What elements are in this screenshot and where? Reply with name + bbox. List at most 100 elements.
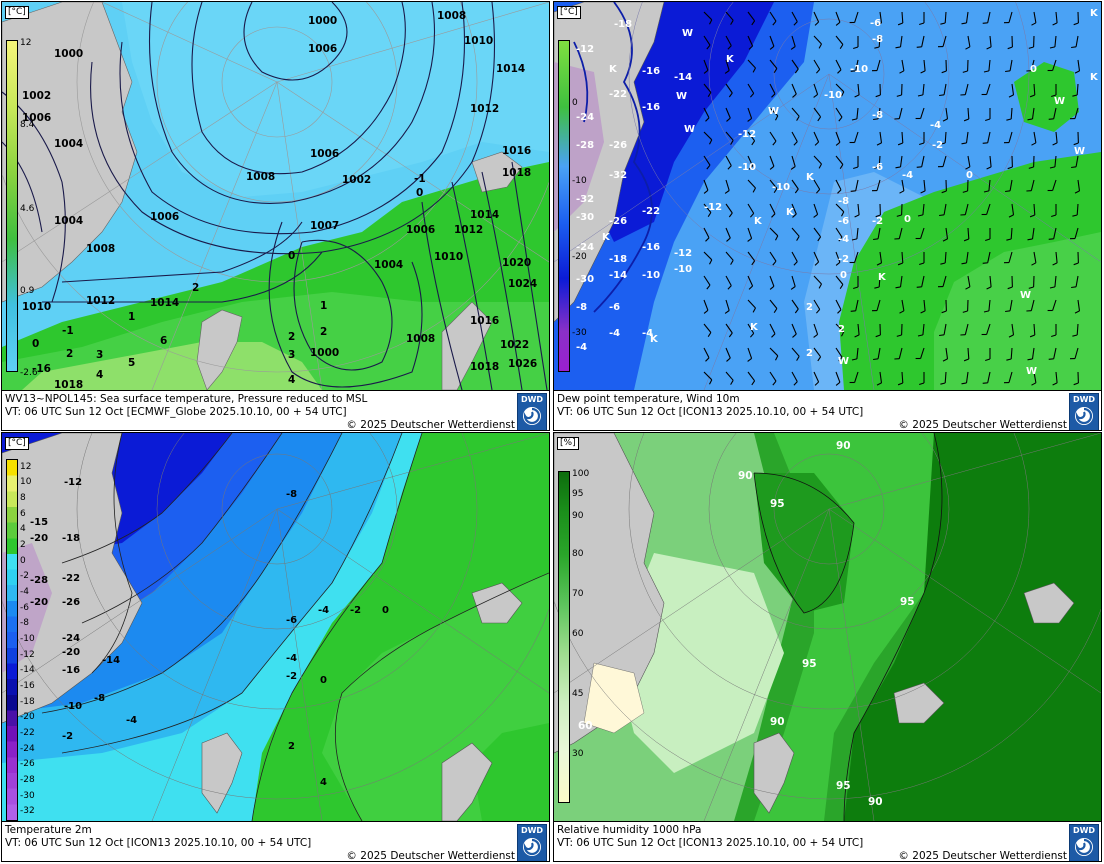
dewpoint-value: -16 — [642, 242, 660, 253]
isobar-label: 1014 — [496, 63, 525, 75]
legend-tick: 0 — [572, 98, 578, 108]
caption-copyright: © 2025 Deutscher Wetterdienst — [898, 419, 1067, 431]
legend-tick: -2 — [20, 571, 29, 582]
wind-marker: W — [1026, 366, 1037, 377]
t2m-value: -14 — [102, 655, 120, 666]
isobar-label: 1010 — [434, 251, 463, 263]
legend-tick: 0 — [20, 555, 26, 566]
isobar-label: 1008 — [437, 10, 466, 22]
dewpoint-value: -14 — [609, 270, 627, 281]
legend-tick: 4.6 — [20, 204, 35, 214]
t2m-value: -20 — [62, 647, 80, 658]
t2m-value: -4 — [318, 605, 329, 616]
dewpoint-value: -4 — [642, 328, 653, 339]
sst-value: 1 — [128, 311, 135, 323]
t2m-value: -20 — [30, 533, 48, 544]
panel-rh: 90 90 95 95 95 90 95 90 60 [%] 100 95 90… — [553, 432, 1102, 862]
wind-marker: K — [1090, 72, 1099, 83]
t2m-value: -20 — [30, 597, 48, 608]
dewpoint-value: 2 — [838, 324, 845, 335]
t2m-value: 2 — [288, 741, 295, 752]
isobar-label: 1020 — [502, 257, 531, 269]
dewpoint-value: -12 — [576, 44, 594, 55]
panel-sst: 1000 1008 1000 1006 1010 1002 1006 1014 … — [1, 1, 550, 431]
wind-marker: K — [786, 207, 795, 218]
legend-tick: 70 — [572, 589, 584, 599]
isobar-label: 1026 — [508, 358, 537, 370]
isobar-label: 1006 — [310, 148, 339, 160]
wind-marker: W — [682, 28, 693, 39]
caption-valid-time: VT: 06 UTC Sun 12 Oct [ICON13 2025.10.10… — [5, 837, 312, 849]
wind-marker: K — [806, 172, 815, 183]
legend-tick: -4 — [20, 587, 29, 598]
dewpoint-value: -10 — [674, 264, 692, 275]
dewpoint-value: -26 — [609, 216, 627, 227]
wind-marker: W — [1054, 96, 1065, 107]
isobar-label: 1004 — [54, 215, 83, 227]
legend-tick: 100 — [572, 469, 590, 479]
dewpoint-value: -4 — [930, 120, 941, 131]
sst-value: 2 — [288, 331, 295, 343]
t2m-value: -10 — [64, 701, 82, 712]
isobar-label: 1008 — [406, 333, 435, 345]
dewpoint-value: -6 — [870, 18, 881, 29]
dewpoint-value: 0 — [966, 170, 973, 181]
wind-marker: K — [609, 64, 618, 75]
isobar-label: 1016 — [502, 145, 531, 157]
dewpoint-value: -12 — [674, 248, 692, 259]
isobar-label: 1002 — [22, 90, 51, 102]
isobar-label: 1000 — [54, 48, 83, 60]
isobar-label: 1010 — [464, 35, 493, 47]
legend-unit: [%] — [557, 437, 579, 450]
rh-value: 95 — [770, 498, 785, 510]
legend-tick: 90 — [572, 511, 584, 521]
caption-title: Relative humidity 1000 hPa — [557, 824, 702, 836]
sst-value: -16 — [32, 363, 51, 375]
sst-value: 2 — [192, 282, 199, 294]
legend-tick: -12 — [20, 649, 35, 660]
legend-unit: [°C] — [557, 6, 581, 19]
isobar-label: 1014 — [150, 297, 179, 309]
dewpoint-value: -22 — [609, 89, 627, 100]
t2m-value: 4 — [320, 777, 327, 788]
legend-colorbar — [6, 459, 18, 821]
dewpoint-value: -32 — [609, 170, 627, 181]
dewpoint-value: -4 — [576, 342, 587, 353]
wind-marker: K — [602, 232, 611, 243]
dewpoint-value: -10 — [772, 182, 790, 193]
legend-tick: 80 — [572, 549, 584, 559]
sst-value: 2 — [66, 348, 73, 360]
wind-marker: W — [676, 91, 687, 102]
t2m-value: 0 — [382, 605, 389, 616]
t2m-value: -28 — [30, 575, 48, 586]
isobar-label: 1006 — [406, 224, 435, 236]
t2m-value: -2 — [286, 671, 297, 682]
isobar-label: 1008 — [86, 243, 115, 255]
legend-tick: -30 — [572, 328, 587, 338]
rh-value: 90 — [738, 470, 753, 482]
dewpoint-value: -12 — [704, 202, 722, 213]
legend-colorbar — [558, 40, 570, 372]
dewpoint-value: -10 — [642, 270, 660, 281]
dwd-logo: DWD — [517, 393, 547, 430]
dewpoint-value: -24 — [576, 112, 594, 123]
caption-title: Dew point temperature, Wind 10m — [557, 393, 740, 405]
legend-tick: -8 — [20, 618, 29, 629]
dewpoint-value: -18 — [609, 254, 627, 265]
dewpoint-value: -10 — [850, 64, 868, 75]
wind-marker: W — [1020, 290, 1031, 301]
dewpoint-value: 0 — [840, 270, 847, 281]
caption-copyright: © 2025 Deutscher Wetterdienst — [898, 850, 1067, 862]
isobar-label: 1018 — [502, 167, 531, 179]
sst-value: -1 — [62, 325, 74, 337]
dewpoint-value: -30 — [576, 274, 594, 285]
dwd-logo: DWD — [1069, 824, 1099, 861]
rh-value: 90 — [836, 440, 851, 452]
legend-tick: -10 — [20, 634, 35, 644]
dewpoint-value: -24 — [576, 242, 594, 253]
isobar-label: 1012 — [470, 103, 499, 115]
sst-map: 1000 1008 1000 1006 1010 1002 1006 1014 … — [2, 2, 549, 390]
legend-tick: -24 — [20, 743, 35, 754]
wind-marker: W — [838, 356, 849, 367]
t2m-value: -16 — [62, 665, 80, 676]
